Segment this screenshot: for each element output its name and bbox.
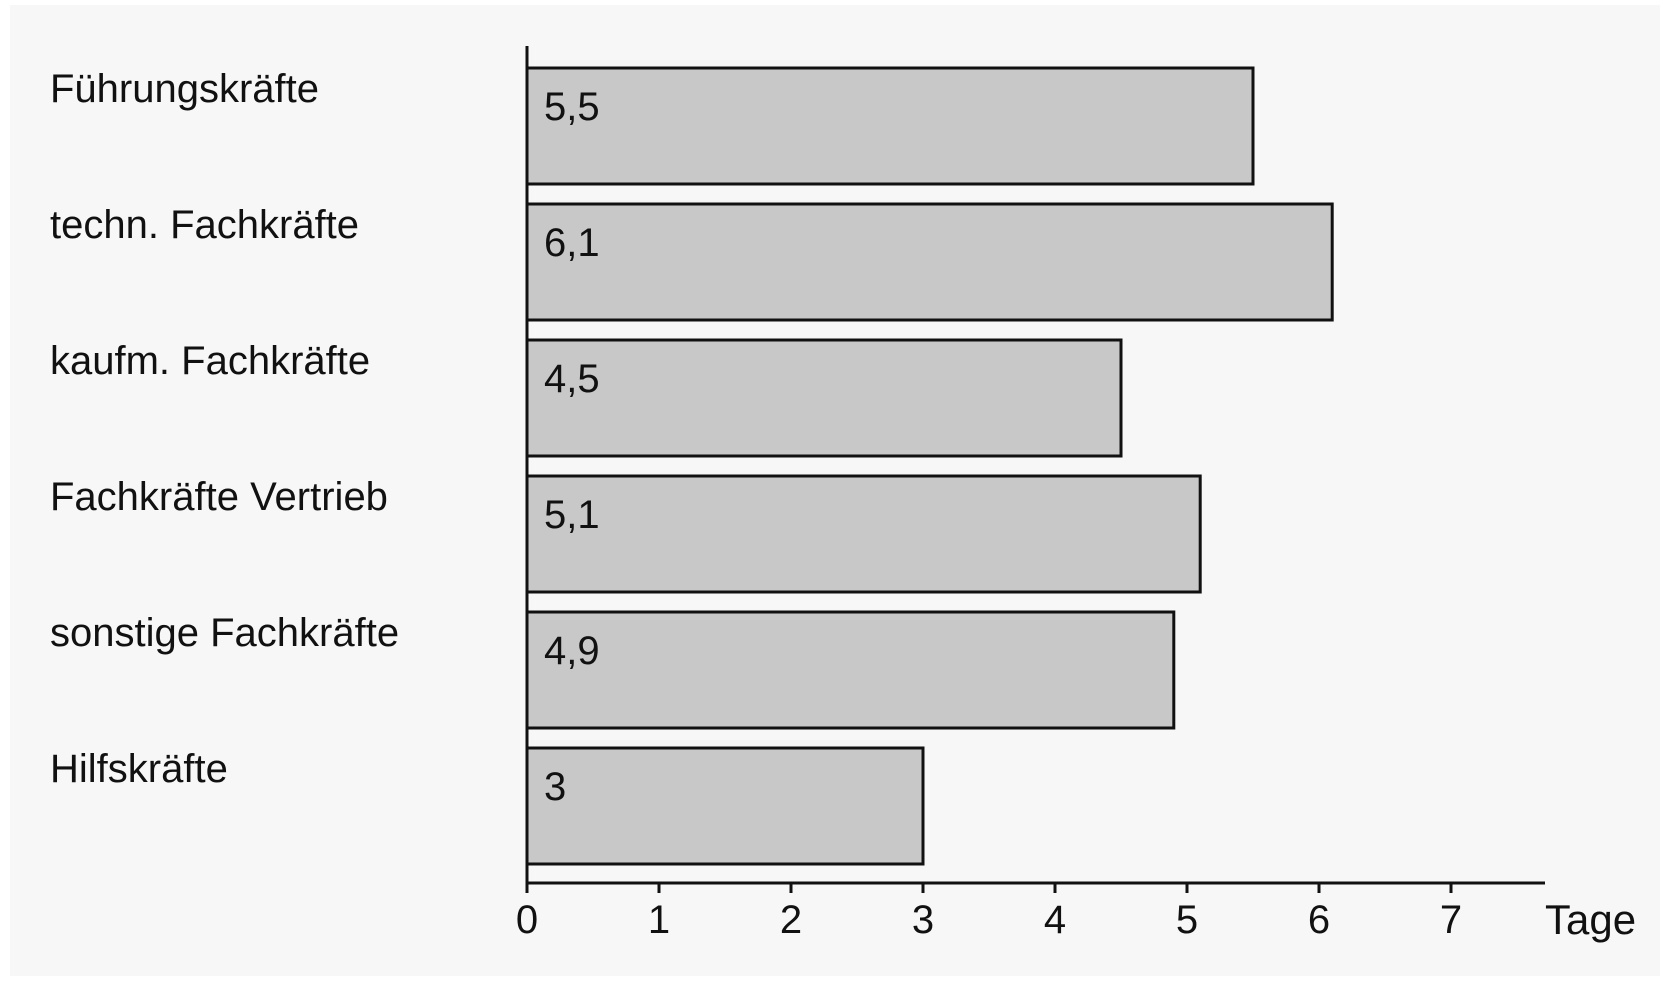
x-tick-label-7: 7 <box>1440 898 1462 942</box>
bar-0 <box>525 66 1255 186</box>
category-label-3: Fachkräfte Vertrieb <box>50 475 388 519</box>
axes-layer <box>525 46 1545 893</box>
bar-value-label-4: 4,9 <box>544 629 600 673</box>
bar-4 <box>525 610 1176 730</box>
bar-1 <box>525 202 1334 322</box>
category-label-1: techn. Fachkräfte <box>50 203 359 247</box>
x-tick-label-6: 6 <box>1308 898 1330 942</box>
bar-value-label-0: 5,5 <box>544 85 600 129</box>
bar-value-label-2: 4,5 <box>544 357 600 401</box>
x-tick-label-0: 0 <box>516 898 538 942</box>
bar-3 <box>525 474 1202 594</box>
bar-5 <box>525 746 925 866</box>
x-tick-label-5: 5 <box>1176 898 1198 942</box>
x-tick-label-4: 4 <box>1044 898 1066 942</box>
category-label-2: kaufm. Fachkräfte <box>50 339 370 383</box>
x-tick-label-2: 2 <box>780 898 802 942</box>
category-label-4: sonstige Fachkräfte <box>50 611 399 655</box>
bar-2 <box>525 338 1123 458</box>
labels-layer: 5,5 Führungskräfte 6,1 techn. Fachkräfte 4,5… <box>50 67 1636 943</box>
x-tick-label-3: 3 <box>912 898 934 942</box>
category-label-5: Hilfskräfte <box>50 747 228 791</box>
bar-value-label-1: 6,1 <box>544 221 600 265</box>
bar-value-label-3: 5,1 <box>544 493 600 537</box>
x-axis-unit-label: Tage <box>1545 896 1636 943</box>
x-tick-label-1: 1 <box>648 898 670 942</box>
bars-layer <box>525 66 1334 866</box>
category-label-0: Führungskräfte <box>50 67 319 111</box>
bar-value-label-5: 3 <box>544 765 566 809</box>
